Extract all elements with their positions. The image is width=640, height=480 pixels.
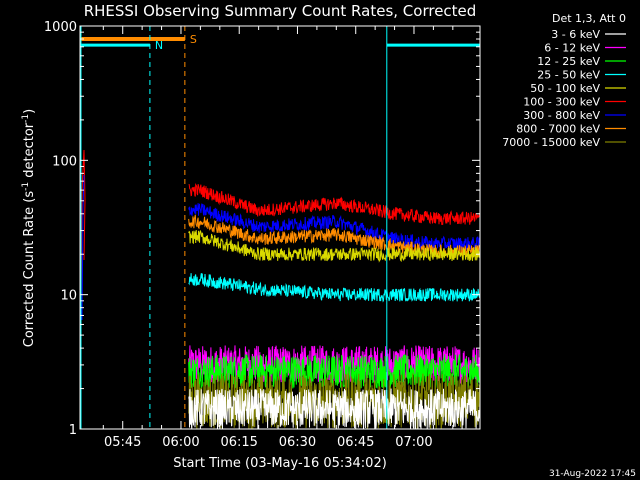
x-tick-label: 06:30 [279,435,316,450]
series-trace-800-7000kev [188,214,480,259]
series-trace-3-6-kev [188,388,481,429]
y-axis-label-exp1: -1 [21,182,31,191]
plot-frame [79,25,481,430]
x-tick-label: 07:00 [395,435,432,450]
y-axis-label-main: Corrected Count Rate (s [22,191,37,348]
legend-label: 6 - 12 keV [544,42,600,55]
y-axis-label-mid: detector [22,122,37,182]
series-trace-25-50kev [188,273,480,303]
series-trace-50-100kev [188,229,480,263]
legend-label: 300 - 800 keV [523,109,600,122]
x-tick-label: 06:45 [337,435,374,450]
saa-marker-label: S [190,33,197,46]
start-burst-trace-2 [81,174,85,321]
series-trace-6-12-kev [188,345,481,384]
night-marker-label: N [155,39,163,52]
legend-header: Det 1,3, Att 0 [552,12,626,25]
y-tick-label: 1 [69,423,77,438]
y-tick-label: 1000 [44,20,77,35]
y-axis-label-exp2: -1 [21,114,31,123]
x-tick-label: 05:45 [104,435,141,450]
series-trace-100-300kev [188,182,480,226]
legend-label: 25 - 50 keV [537,69,600,82]
legend-label: 3 - 6 keV [551,28,600,41]
y-tick-label: 100 [52,154,77,169]
y-axis-label: Corrected Count Rate (s-1 detector-1) [21,109,37,347]
legend-label: 50 - 100 keV [530,82,600,95]
legend-label: 800 - 7000 keV [516,123,600,136]
legend-label: 100 - 300 keV [523,96,600,109]
axis-layer: 05:45 06:00 06:15 06:30 06:45 07:00 1 10 100 1000 [44,20,480,450]
chart-title: RHESSI Observing Summary Count Rates, Co… [84,2,477,20]
legend-label: 12 - 25 keV [537,55,600,68]
timestamp: 31-Aug-2022 17:45 [549,469,636,479]
x-axis-label: Start Time (03-May-16 05:34:02) [173,456,387,471]
y-tick-label: 10 [60,289,77,304]
x-tick-label: 06:00 [162,435,199,450]
x-tick-label: 06:15 [220,435,257,450]
legend-label: 7000 - 15000 keV [502,136,600,149]
y-axis-label-end: ) [22,109,37,114]
